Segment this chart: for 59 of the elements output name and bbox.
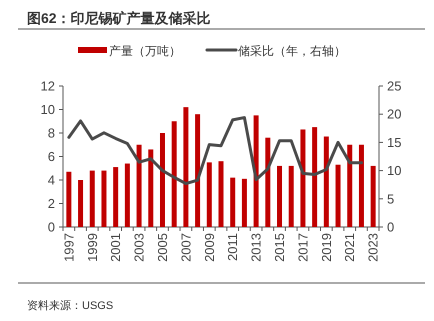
bar (148, 149, 154, 227)
y2-tick-label: 15 (387, 134, 402, 150)
x-tick-label: 2007 (178, 233, 194, 262)
y2-tick-label: 5 (387, 191, 394, 206)
text: 资料来源：USGS (27, 299, 114, 312)
bar (206, 162, 212, 227)
y-tick-label: 8 (48, 126, 55, 140)
bar (160, 133, 165, 227)
bar (242, 178, 247, 227)
bar (300, 129, 306, 227)
y-tick-label: 10 (40, 102, 55, 117)
bar (347, 144, 352, 227)
bar (254, 115, 259, 227)
bar (124, 164, 130, 227)
bar (324, 136, 329, 227)
y2-tick-label: 20 (387, 106, 402, 122)
y-tick-label: 4 (48, 172, 55, 188)
bar (101, 170, 106, 227)
y-tick-label: 6 (48, 149, 55, 164)
bar (78, 180, 84, 227)
bar (336, 164, 341, 227)
bar (370, 166, 376, 227)
y-tick-label: 2 (48, 196, 55, 211)
chart-title: 图62：印尼锡矿产量及储采比 (27, 10, 211, 26)
bar (66, 172, 72, 227)
bar (183, 107, 188, 227)
bar (113, 167, 118, 227)
bar (172, 121, 177, 227)
bar (195, 114, 200, 227)
bar (312, 127, 318, 227)
legend-label: 储采比（年，右轴） (238, 44, 346, 58)
x-tick-label: 1999 (84, 233, 100, 262)
bar (265, 138, 270, 227)
bar (277, 166, 282, 227)
x-tick-label: 2009 (202, 233, 217, 262)
y2-tick-label: 0 (387, 220, 394, 234)
legend-label: 产量（万吨） (109, 44, 181, 58)
x-tick-label: 1997 (61, 233, 76, 262)
bar (90, 170, 95, 227)
bar (230, 178, 236, 227)
bar (136, 144, 142, 227)
x-tick-label: 2019 (318, 233, 334, 262)
x-tick-label: 2021 (342, 233, 358, 262)
x-tick-label: 2011 (225, 233, 240, 261)
x-tick-label: 2015 (272, 233, 288, 262)
y2-tick-label: 10 (387, 163, 402, 178)
x-tick-label: 2001 (108, 233, 124, 262)
x-tick-label: 2005 (154, 233, 170, 262)
line-series (67, 116, 363, 186)
x-tick-label: 2017 (295, 233, 310, 262)
x-tick-label: 2023 (366, 233, 381, 262)
x-tick-label: 2003 (132, 233, 147, 262)
y2-tick-label: 25 (387, 78, 402, 94)
bar (358, 144, 364, 227)
x-tick-label: 2013 (248, 233, 264, 262)
bar (288, 166, 294, 227)
y-tick-label: 12 (40, 78, 55, 94)
y-tick-label: 0 (48, 220, 55, 234)
bar (218, 161, 224, 227)
